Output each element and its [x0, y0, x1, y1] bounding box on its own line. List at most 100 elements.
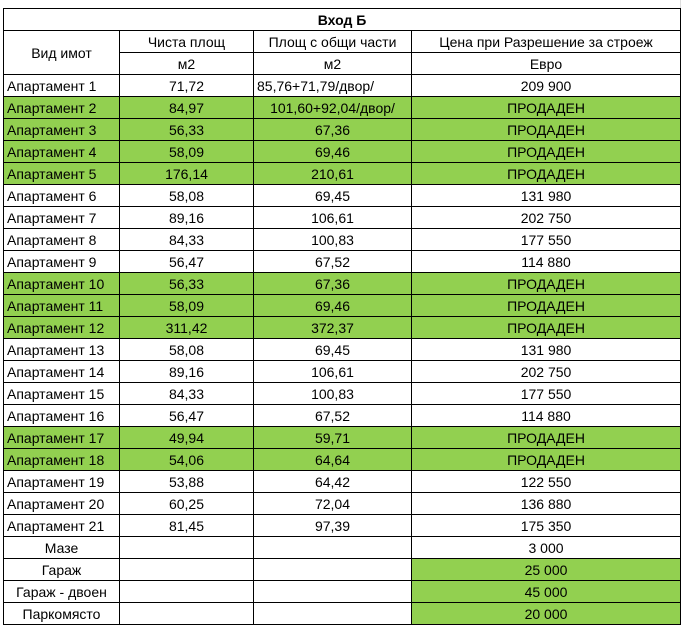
cell: 114 880 — [410, 250, 682, 273]
price-table: Вход Б Вид имот Чиста площ Площ с общи час… — [2, 8, 682, 625]
data-row: Апартамент 19 53,88 64,42 122 550 — [3, 470, 682, 493]
row-label: Апартамент 7 — [3, 206, 120, 229]
row-label: Апартамент 21 — [3, 514, 120, 537]
cell: ПРОДАДЕН — [410, 140, 682, 163]
cell: 81,45 — [119, 514, 254, 537]
cell — [253, 602, 412, 625]
cell: 45 000 — [410, 580, 682, 603]
row-label: Апартамент 3 — [3, 118, 120, 141]
cell: 67,52 — [253, 404, 412, 427]
data-row: Апартамент 8 84,33 100,83 177 550 — [3, 228, 682, 251]
data-row: Апартамент 12 311,42 372,37 ПРОДАДЕН — [3, 316, 682, 339]
cell: 56,33 — [119, 272, 254, 295]
data-row: Апартамент 9 56,47 67,52 114 880 — [3, 250, 682, 273]
data-row: Апартамент 20 60,25 72,04 136 880 — [3, 492, 682, 515]
row-label: Апартамент 1 — [3, 74, 120, 97]
cell: 177 550 — [410, 382, 682, 405]
row-label: Апартамент 6 — [3, 184, 120, 207]
column-header: Площ с общи части — [253, 30, 412, 53]
title-row: Вход Б — [2, 8, 682, 31]
column-header: Чиста площ — [119, 30, 254, 53]
cell: ПРОДАДЕН — [410, 96, 682, 119]
data-row: Апартамент 6 58,08 69,45 131 980 — [3, 184, 682, 207]
row-label: Гараж — [3, 558, 120, 581]
cell: 59,71 — [253, 426, 412, 449]
cell: ПРОДАДЕН — [410, 294, 682, 317]
cell — [119, 580, 254, 603]
row-label: Апартамент 13 — [3, 338, 120, 361]
cell — [119, 558, 254, 581]
data-row: Апартамент 18 54,06 64,64 ПРОДАДЕН — [3, 448, 682, 471]
cell — [253, 536, 412, 559]
row-label: Апартамент 17 — [3, 426, 120, 449]
top-strip — [3, 0, 681, 8]
data-row: Апартамент 5 176,14 210,61 ПРОДАДЕН — [3, 162, 682, 185]
data-row: Паркомясто 20 000 — [3, 602, 682, 625]
cell: 202 750 — [410, 360, 682, 383]
row-label: Апартамент 12 — [3, 316, 120, 339]
cell: 56,33 — [119, 118, 254, 141]
cell: 176,14 — [119, 162, 254, 185]
cell: 60,25 — [119, 492, 254, 515]
data-row: Апартамент 1 71,72 85,76+71,79/двор/209 90… — [3, 74, 682, 97]
cell: 64,64 — [253, 448, 412, 471]
cell: 106,61 — [253, 206, 412, 229]
cell: 58,08 — [119, 184, 254, 207]
row-label: Гараж - двоен — [3, 580, 120, 603]
cell: 69,46 — [253, 140, 412, 163]
row-label: Апартамент 18 — [3, 448, 120, 471]
cell: 25 000 — [410, 558, 682, 581]
data-row: Апартамент 2 84,97 101,60+92,04/двор/ПРОДА… — [3, 96, 682, 119]
cell: 58,09 — [119, 294, 254, 317]
cell: 71,72 — [119, 74, 254, 97]
cell: ПРОДАДЕН — [410, 118, 682, 141]
column-header: Цена при Разрешение за строеж — [410, 30, 682, 53]
cell: 69,45 — [253, 338, 412, 361]
cell: 54,06 — [119, 448, 254, 471]
cell: 210,61 — [253, 162, 412, 185]
cell: 97,39 — [253, 514, 412, 537]
row-label: Апартамент 20 — [3, 492, 120, 515]
cell: 311,42 — [119, 316, 254, 339]
cell: 49,94 — [119, 426, 254, 449]
cell: 84,97 — [119, 96, 254, 119]
cell: ПРОДАДЕН — [410, 448, 682, 471]
row-label: Апартамент 8 — [3, 228, 120, 251]
data-row: Гараж 25 000 — [3, 558, 682, 581]
cell: 202 750 — [410, 206, 682, 229]
cell: ПРОДАДЕН — [410, 316, 682, 339]
cell — [119, 536, 254, 559]
cell: 3 000 — [410, 536, 682, 559]
data-row: Апартамент 14 89,16 106,61 202 750 — [3, 360, 682, 383]
cell: 84,33 — [119, 228, 254, 251]
data-row: Апартамент 3 56,33 67,36 ПРОДАДЕН — [3, 118, 682, 141]
cell: 69,45 — [253, 184, 412, 207]
cell: 122 550 — [410, 470, 682, 493]
cell: 175 350 — [410, 514, 682, 537]
data-row: Апартамент 4 58,09 69,46 ПРОДАДЕН — [3, 140, 682, 163]
cell: ПРОДАДЕН — [410, 426, 682, 449]
cell: ПРОДАДЕН — [410, 272, 682, 295]
cell: 85,76+71,79/двор/ — [253, 74, 412, 97]
cell: 56,47 — [119, 250, 254, 273]
cell: 101,60+92,04/двор/ — [253, 96, 412, 119]
cell — [119, 602, 254, 625]
cell: 67,36 — [253, 118, 412, 141]
data-row: Апартамент 15 84,33 100,83 177 550 — [3, 382, 682, 405]
cell: 67,36 — [253, 272, 412, 295]
data-row: Апартамент 16 56,47 67,52 114 880 — [3, 404, 682, 427]
header-row: Вид имот Чиста площ Площ с общи части Цена … — [3, 30, 682, 75]
row-label: Апартамент 15 — [3, 382, 120, 405]
row-label: Апартамент 4 — [3, 140, 120, 163]
cell: 100,83 — [253, 382, 412, 405]
table-body: Вход Б Вид имот Чиста площ Площ с общи час… — [2, 8, 682, 625]
column-unit: м2 — [119, 52, 254, 75]
data-row: Апартамент 10 56,33 67,36 ПРОДАДЕН — [3, 272, 682, 295]
cell: 69,46 — [253, 294, 412, 317]
cell: 89,16 — [119, 360, 254, 383]
column-unit: м2 — [253, 52, 412, 75]
cell: 209 900 — [410, 74, 682, 97]
cell: 53,88 — [119, 470, 254, 493]
cell: 84,33 — [119, 382, 254, 405]
